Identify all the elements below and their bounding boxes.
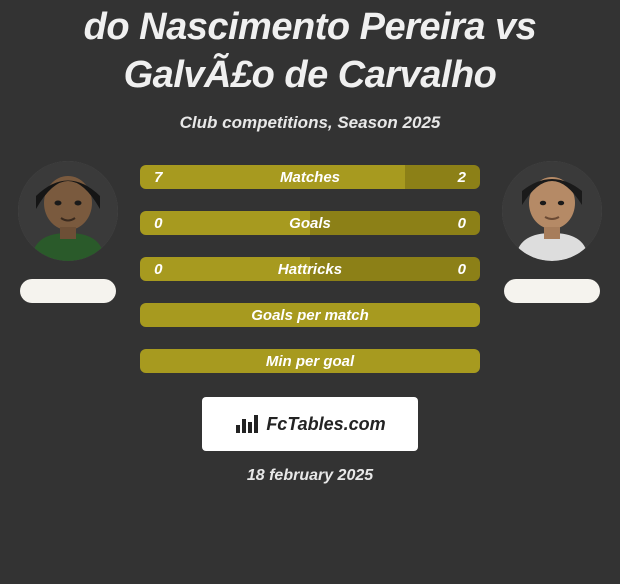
player-right-badge	[504, 279, 600, 303]
bar-left-segment	[140, 349, 480, 373]
player-right-column	[498, 161, 606, 303]
bar-left-segment	[140, 257, 310, 281]
stat-bars: 7 Matches 2 0 Goals 0 0 Hattricks 0	[140, 165, 480, 373]
logo-box: FcTables.com	[202, 397, 418, 451]
bar-left-segment	[140, 211, 310, 235]
stat-bar-min-per-goal: Min per goal	[140, 349, 480, 373]
bar-chart-icon	[234, 413, 260, 435]
date-label: 18 february 2025	[10, 467, 610, 485]
avatar-placeholder-icon	[18, 161, 118, 261]
page-title: do Nascimento Pereira vs GalvÃ£o de Carv…	[10, 4, 610, 99]
player-left-badge	[20, 279, 116, 303]
player-left-column	[14, 161, 122, 303]
stat-bar-hattricks: 0 Hattricks 0	[140, 257, 480, 281]
bar-right-segment	[310, 211, 480, 235]
comparison-area: 7 Matches 2 0 Goals 0 0 Hattricks 0	[10, 163, 610, 373]
player-left-avatar	[18, 161, 118, 261]
stat-bar-goals: 0 Goals 0	[140, 211, 480, 235]
subtitle: Club competitions, Season 2025	[10, 113, 610, 133]
bar-left-segment	[140, 165, 405, 189]
bar-right-segment	[405, 165, 480, 189]
stat-bar-goals-per-match: Goals per match	[140, 303, 480, 327]
stat-bar-matches: 7 Matches 2	[140, 165, 480, 189]
avatar-placeholder-icon	[502, 161, 602, 261]
bar-right-segment	[310, 257, 480, 281]
bar-left-segment	[140, 303, 480, 327]
player-right-avatar	[502, 161, 602, 261]
logo-text: FcTables.com	[266, 414, 385, 435]
